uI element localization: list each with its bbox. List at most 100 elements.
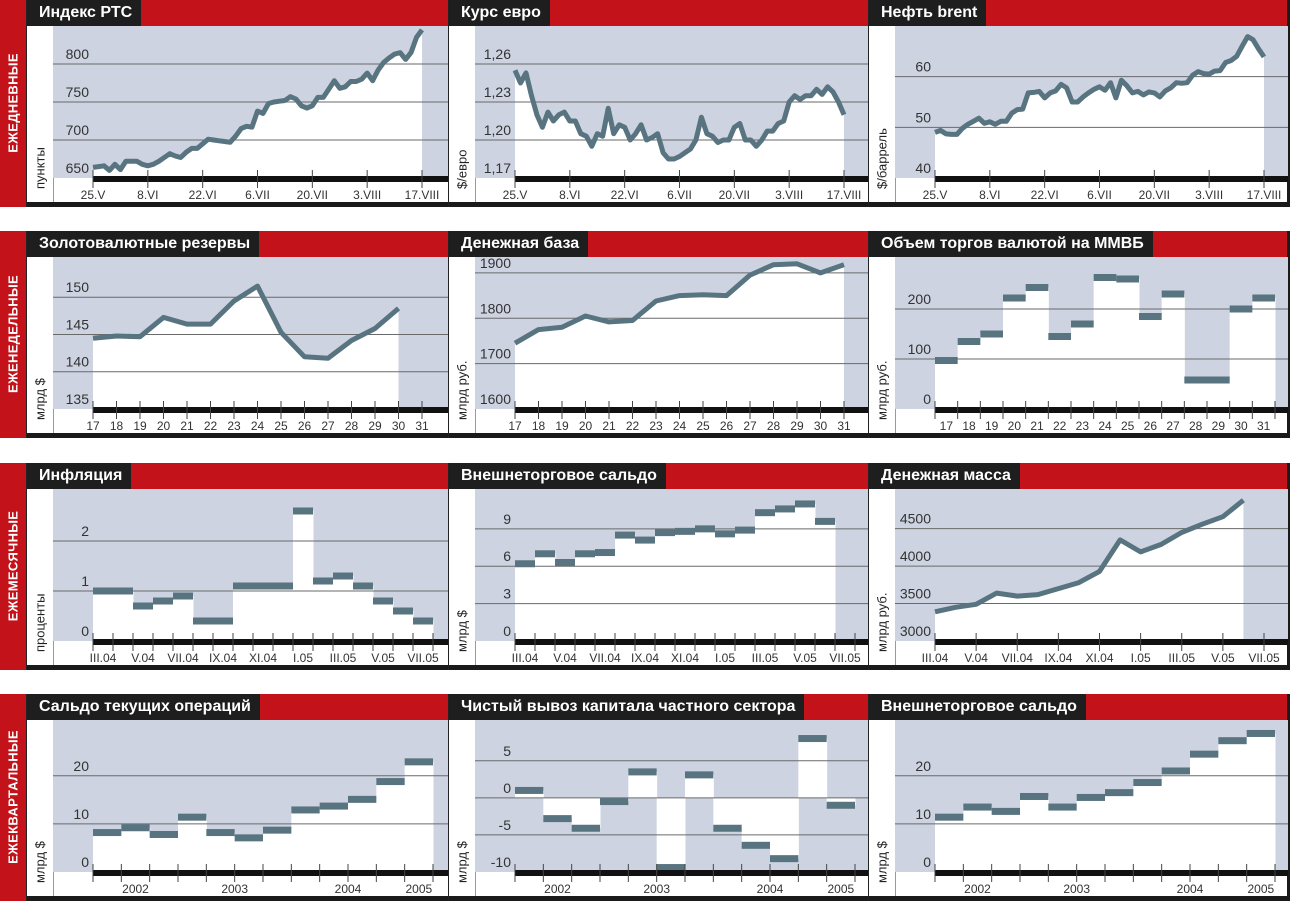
data-bar: [628, 768, 657, 776]
chart-svg: -10 -5 0 5 2002 2003 2004 2005: [449, 720, 868, 901]
bar-fill: [413, 621, 434, 641]
bar-fill: [755, 512, 776, 641]
y-tick-label: 20: [73, 758, 89, 774]
chart-title: Внешнеторговое сальдо: [869, 694, 1086, 720]
bar-fill: [206, 832, 236, 872]
x-tick-label: 20.VII: [719, 188, 750, 202]
bar-fill: [213, 621, 234, 641]
x-tick-label: 20.VII: [297, 188, 328, 202]
bar-fill: [153, 601, 174, 641]
y-tick-label: 0: [81, 623, 89, 639]
bar-fill: [963, 807, 993, 872]
x-tick-label: 30: [392, 419, 406, 433]
data-bar: [535, 550, 555, 558]
bar-fill: [980, 334, 1004, 409]
data-bar: [333, 572, 353, 580]
row-daily: ЕЖЕДНЕВНЫЕ Индекс РТС пункты 650 700 750 800 2…: [0, 0, 1290, 207]
x-tick-label: 25.V: [81, 188, 106, 202]
x-tick-label: VII.04: [167, 651, 199, 665]
data-bar: [815, 517, 835, 525]
chart-panel: Индекс РТС пункты 650 700 750 800 25.V 8.VI 22.V…: [26, 0, 448, 207]
y-tick-label: 200: [908, 291, 932, 307]
y-tick-label: 6: [503, 548, 511, 564]
x-axis: [515, 870, 868, 876]
bar-fill: [233, 586, 254, 641]
title-bar: Чистый вывоз капитала частного сектора: [449, 694, 868, 720]
chart-svg: 0 100 200 17 18 19 20 21 22 23 24 25 26 27 28 29 30 31: [869, 257, 1288, 438]
bar-fill: [715, 533, 736, 641]
data-bar: [253, 582, 273, 590]
chart-svg: 135 140 145 150 17 18 19 20 21 22 23 24 25 26 27 28 29 30…: [27, 257, 448, 438]
y-tick-label: 1700: [480, 346, 511, 362]
title-bar: Курс евро: [449, 0, 868, 26]
x-tick-label: VII.05: [1248, 651, 1280, 665]
x-tick-label: 21: [1030, 419, 1044, 433]
bar-fill: [555, 562, 576, 641]
data-bar: [980, 330, 1003, 338]
y-tick-label: 1900: [480, 257, 511, 271]
bar-fill: [675, 531, 696, 641]
data-bar: [293, 507, 313, 515]
chart-panel: Сальдо текущих операций млрд $ 0 10 20 2002 20…: [26, 694, 448, 901]
data-bar: [313, 577, 333, 585]
panel-bottom-border: [869, 665, 1288, 670]
y-tick-label: 40: [915, 160, 931, 176]
bar-fill: [655, 532, 676, 641]
data-bar: [515, 560, 535, 568]
x-tick-label: 31: [415, 419, 429, 433]
title-bar: Индекс РТС: [27, 0, 448, 26]
data-bar: [121, 824, 150, 832]
row-label-quarterly: ЕЖЕКВАРТАЛЬНЫЕ: [0, 694, 26, 901]
x-tick-label: 18: [532, 419, 546, 433]
data-bar: [600, 798, 629, 806]
data-bar: [935, 357, 958, 364]
y-tick-label: 145: [66, 316, 90, 332]
bar-fill: [1076, 797, 1106, 872]
data-bar: [393, 607, 413, 615]
chart-title: Объем торгов валютой на ММВБ: [869, 231, 1153, 257]
x-tick-label: 22: [1053, 419, 1067, 433]
y-tick-label: 800: [66, 46, 90, 62]
bar-fill: [795, 503, 816, 641]
y-tick-label: -5: [499, 817, 512, 833]
y-tick-label: 10: [915, 806, 931, 822]
x-axis: [515, 176, 868, 182]
y-tick-label: 9: [503, 511, 511, 527]
panel-bottom-border: [27, 896, 448, 901]
title-bar: Денежная база: [449, 231, 868, 257]
data-bar: [695, 525, 715, 533]
x-tick-label: 26: [298, 419, 312, 433]
panel-bottom-border: [27, 202, 448, 207]
bar-fill: [815, 521, 836, 641]
bar-fill: [575, 553, 596, 641]
x-tick-label: 17: [940, 419, 954, 433]
row-quarterly: ЕЖЕКВАРТАЛЬНЫЕ Сальдо текущих операций мл…: [0, 694, 1290, 905]
bar-fill: [775, 508, 796, 641]
row-label-text: ЕЖЕМЕСЯЧНЫЕ: [5, 510, 21, 622]
data-bar: [1105, 789, 1134, 797]
x-tick-label: 31: [1257, 419, 1271, 433]
x-tick-label: 23: [227, 419, 241, 433]
bar-fill: [615, 535, 636, 641]
x-tick-label: 3.VIII: [1195, 188, 1223, 202]
bar-fill: [1025, 287, 1049, 409]
x-tick-label: 22: [204, 419, 218, 433]
bar-fill: [149, 834, 179, 872]
y-tick-label: 0: [923, 854, 931, 870]
x-tick-label: 6.VII: [245, 188, 270, 202]
y-tick-label: 1600: [480, 391, 511, 407]
data-bar: [755, 509, 775, 517]
bar-fill: [741, 797, 771, 846]
x-tick-label: 28: [1189, 419, 1203, 433]
x-tick-label: 17.VIII: [827, 188, 862, 202]
bar-fill: [770, 797, 799, 859]
data-bar: [1003, 294, 1026, 302]
data-bar: [173, 592, 193, 600]
bar-fill: [313, 581, 334, 641]
x-tick-label: V.04: [553, 651, 577, 665]
x-tick-label: 8.VI: [559, 188, 580, 202]
y-tick-label: 750: [66, 84, 90, 100]
data-bar: [685, 771, 714, 779]
data-bar: [93, 829, 122, 837]
area-fill: [515, 263, 844, 409]
